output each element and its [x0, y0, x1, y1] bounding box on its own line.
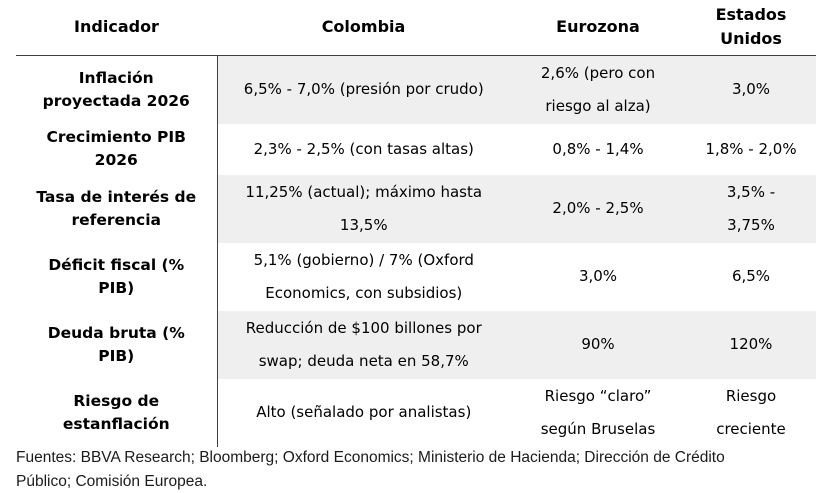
cell-estados-unidos: 3,0% [686, 55, 816, 124]
cell-colombia: 5,1% (gobierno) / 7% (Oxford Economics, … [253, 250, 474, 302]
table-row-deuda-bruta: Deuda bruta (% PIB) Reducción de $100 bi… [16, 310, 816, 379]
column-header-estados-unidos: Estados Unidos [686, 0, 816, 56]
table-row-deficit-fiscal: Déficit fiscal (% PIB) 5,1% (gobierno) /… [16, 242, 816, 311]
cell-colombia: 6,5% - 7,0% (presión por crudo) [217, 55, 510, 124]
cell-estados-unidos: Riesgo creciente [716, 386, 786, 438]
cell-estados-unidos: 120% [686, 310, 816, 379]
cell-eurozona: Riesgo “claro” según Bruselas [540, 386, 656, 438]
cell-colombia: Reducción de $100 billones por swap; deu… [217, 310, 510, 379]
cell-indicator: Inflación proyectada 2026 [16, 55, 218, 124]
column-header-eurozona: Eurozona [510, 0, 686, 56]
table-row-crecimiento-pib: Crecimiento PIB 2026 2,3% - 2,5% (con ta… [16, 123, 816, 175]
cell-indicator: Tasa de interés de referencia [16, 174, 218, 243]
cell-indicator: Crecimiento PIB 2026 [16, 123, 218, 175]
cell-estados-unidos: 3,5% - 3,75% [686, 174, 816, 243]
table-row-riesgo-estanflacion: Riesgo de estanflación Alto (señalado po… [16, 378, 816, 447]
cell-indicator: Riesgo de estanflación [16, 378, 218, 447]
cell-eurozona: 2,6% (pero con riesgo al alza) [510, 55, 686, 124]
column-header-colombia: Colombia [217, 0, 510, 56]
cell-indicator: Deuda bruta (% PIB) [16, 310, 218, 379]
cell-colombia: 11,25% (actual); máximo hasta 13,5% [217, 174, 510, 243]
cell-colombia: 2,3% - 2,5% (con tasas altas) [253, 139, 474, 158]
cell-estados-unidos: 1,8% - 2,0% [705, 139, 797, 158]
cell-colombia: Alto (señalado por analistas) [256, 403, 472, 421]
indicators-table: Indicador Colombia Eurozona Estados Unid… [16, 0, 816, 447]
cell-eurozona: 90% [510, 310, 686, 379]
cell-estados-unidos: 6,5% [731, 267, 771, 285]
cell-indicator: Déficit fiscal (% PIB) [16, 242, 218, 311]
sources-note: Fuentes: BBVA Research; Bloomberg; Oxfor… [16, 449, 725, 490]
cell-eurozona: 3,0% [578, 267, 618, 285]
table-row-tasa-interes: Tasa de interés de referencia 11,25% (ac… [16, 174, 816, 243]
table-row-inflacion: Inflación proyectada 2026 6,5% - 7,0% (p… [16, 55, 816, 124]
cell-eurozona: 2,0% - 2,5% [510, 174, 686, 243]
cell-eurozona: 0,8% - 1,4% [552, 139, 644, 158]
column-header-indicador: Indicador [16, 0, 217, 56]
header-row: Indicador Colombia Eurozona Estados Unid… [16, 0, 816, 56]
